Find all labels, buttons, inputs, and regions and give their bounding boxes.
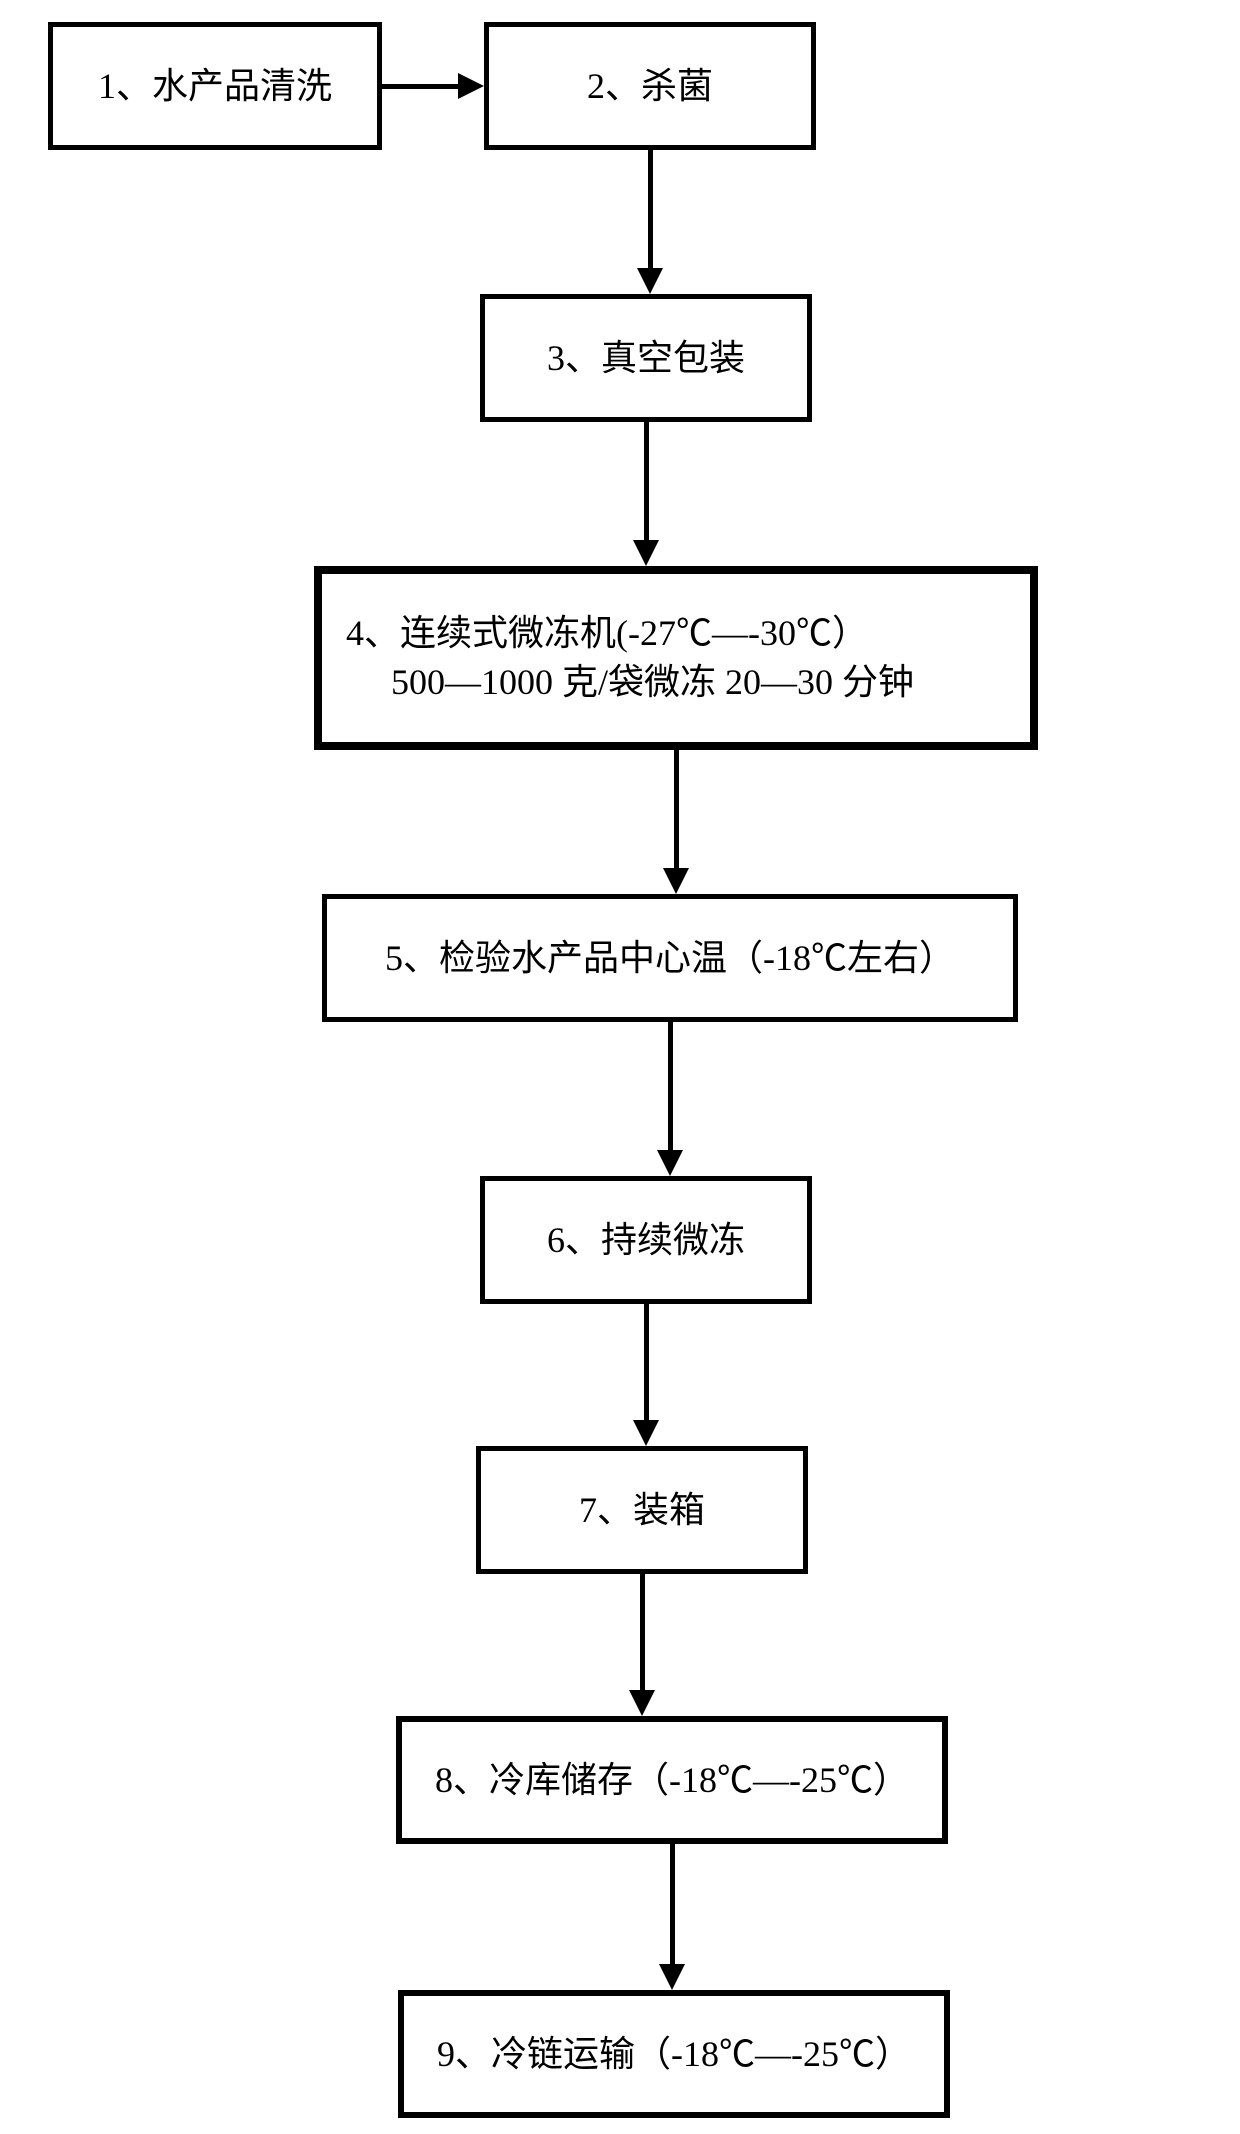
flow-node-text: 500—1000 克/袋微冻 20—30 分钟 bbox=[346, 658, 914, 707]
flow-node-text: 3、真空包装 bbox=[547, 334, 745, 383]
flow-node-n8: 8、冷库储存（-18℃—-25℃） bbox=[396, 1716, 948, 1844]
flow-node-text: 4、连续式微冻机(-27℃—-30℃） bbox=[346, 609, 868, 658]
flow-node-n5: 5、检验水产品中心温（-18℃左右） bbox=[322, 894, 1018, 1022]
flow-node-text: 2、杀菌 bbox=[587, 62, 713, 111]
flow-node-n9: 9、冷链运输（-18℃—-25℃） bbox=[398, 1990, 950, 2118]
flow-node-n1: 1、水产品清洗 bbox=[48, 22, 382, 150]
flow-node-n3: 3、真空包装 bbox=[480, 294, 812, 422]
flow-node-n4: 4、连续式微冻机(-27℃—-30℃） 500—1000 克/袋微冻 20—30… bbox=[314, 566, 1038, 750]
flow-node-text: 7、装箱 bbox=[579, 1486, 705, 1535]
flow-node-text: 1、水产品清洗 bbox=[98, 62, 332, 111]
flow-node-text: 8、冷库储存（-18℃—-25℃） bbox=[435, 1756, 909, 1805]
flow-node-text: 5、检验水产品中心温（-18℃左右） bbox=[385, 934, 955, 983]
flowchart-canvas: 1、水产品清洗 2、杀菌 3、真空包装 4、连续式微冻机(-27℃—-30℃） 500… bbox=[0, 0, 1240, 2134]
flow-node-text: 6、持续微冻 bbox=[547, 1216, 745, 1265]
flow-node-n7: 7、装箱 bbox=[476, 1446, 808, 1574]
flow-node-n6: 6、持续微冻 bbox=[480, 1176, 812, 1304]
flow-node-text: 9、冷链运输（-18℃—-25℃） bbox=[437, 2030, 911, 2079]
flow-node-n2: 2、杀菌 bbox=[484, 22, 816, 150]
